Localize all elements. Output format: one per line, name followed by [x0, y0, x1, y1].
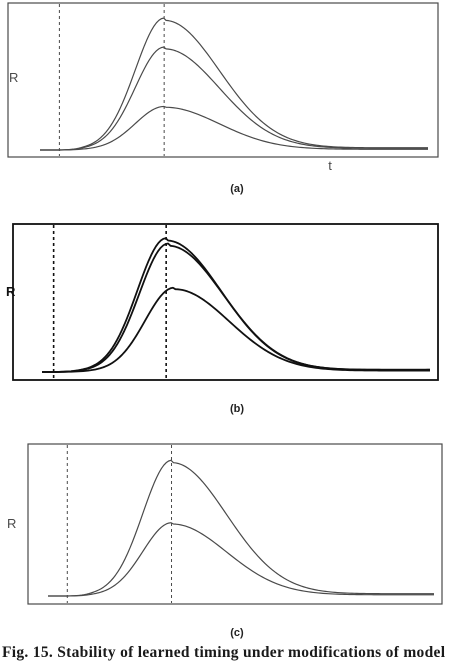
panel-b-series-2-line [42, 242, 431, 373]
panel-a-frame [7, 2, 439, 158]
panel-c-label: (c) [230, 627, 244, 639]
panel-c-ylabel: R [7, 516, 16, 531]
panel-b-ylabel: R [6, 284, 16, 299]
panel-b-series-3-line [42, 286, 430, 373]
panel-c-series-1-line [48, 459, 434, 597]
figure-caption: Fig. 15. Stability of learned timing und… [2, 644, 446, 661]
panel-b-label: (b) [230, 403, 244, 415]
panel-a-label: (a) [230, 183, 244, 195]
panel-a-xlabel: t [328, 158, 332, 173]
panel-a-series-2-line [40, 46, 428, 151]
panel-b-frame [12, 223, 439, 381]
panel-c-frame [27, 443, 443, 605]
panel-b-series-1-line [42, 237, 430, 373]
panel-c-series-2-line [48, 522, 434, 597]
panel-a-ylabel: R [9, 70, 18, 85]
panel-a-series-3-line [40, 105, 428, 151]
